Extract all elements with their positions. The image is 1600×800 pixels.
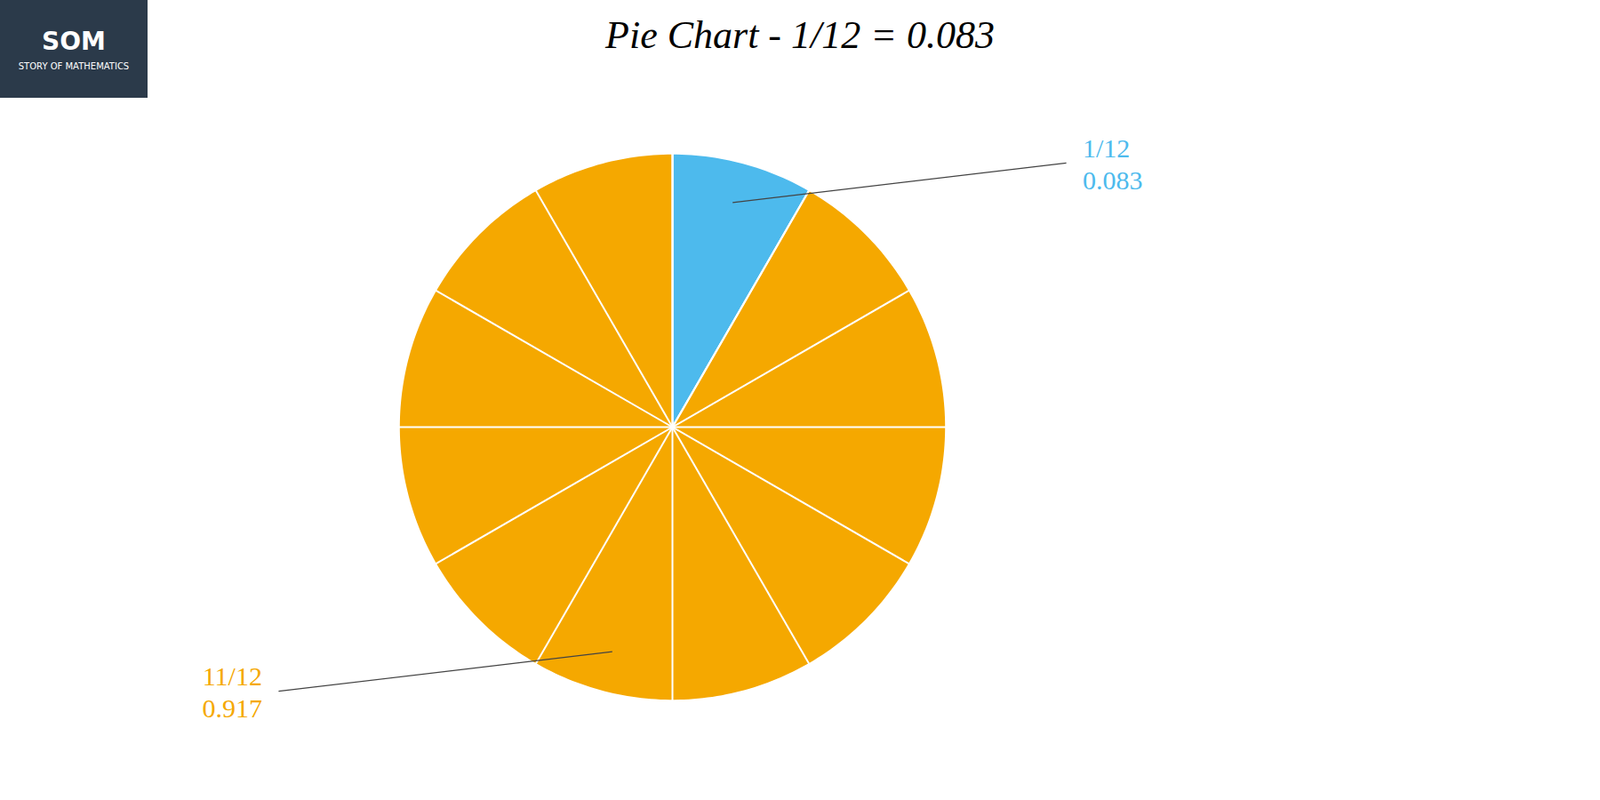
svg-text:1/120.083: 1/120.083 — [1082, 133, 1144, 195]
html-text:Pie Chart - 1/12 = 0.083: Pie Chart - 1/12 = 0.083 — [605, 13, 995, 57]
svg-text:11/120.917: 11/120.917 — [201, 661, 263, 723]
html-text:STORY OF MATHEMATICS: STORY OF MATHEMATICS — [18, 61, 130, 72]
html-text:SOM: SOM — [41, 26, 106, 56]
